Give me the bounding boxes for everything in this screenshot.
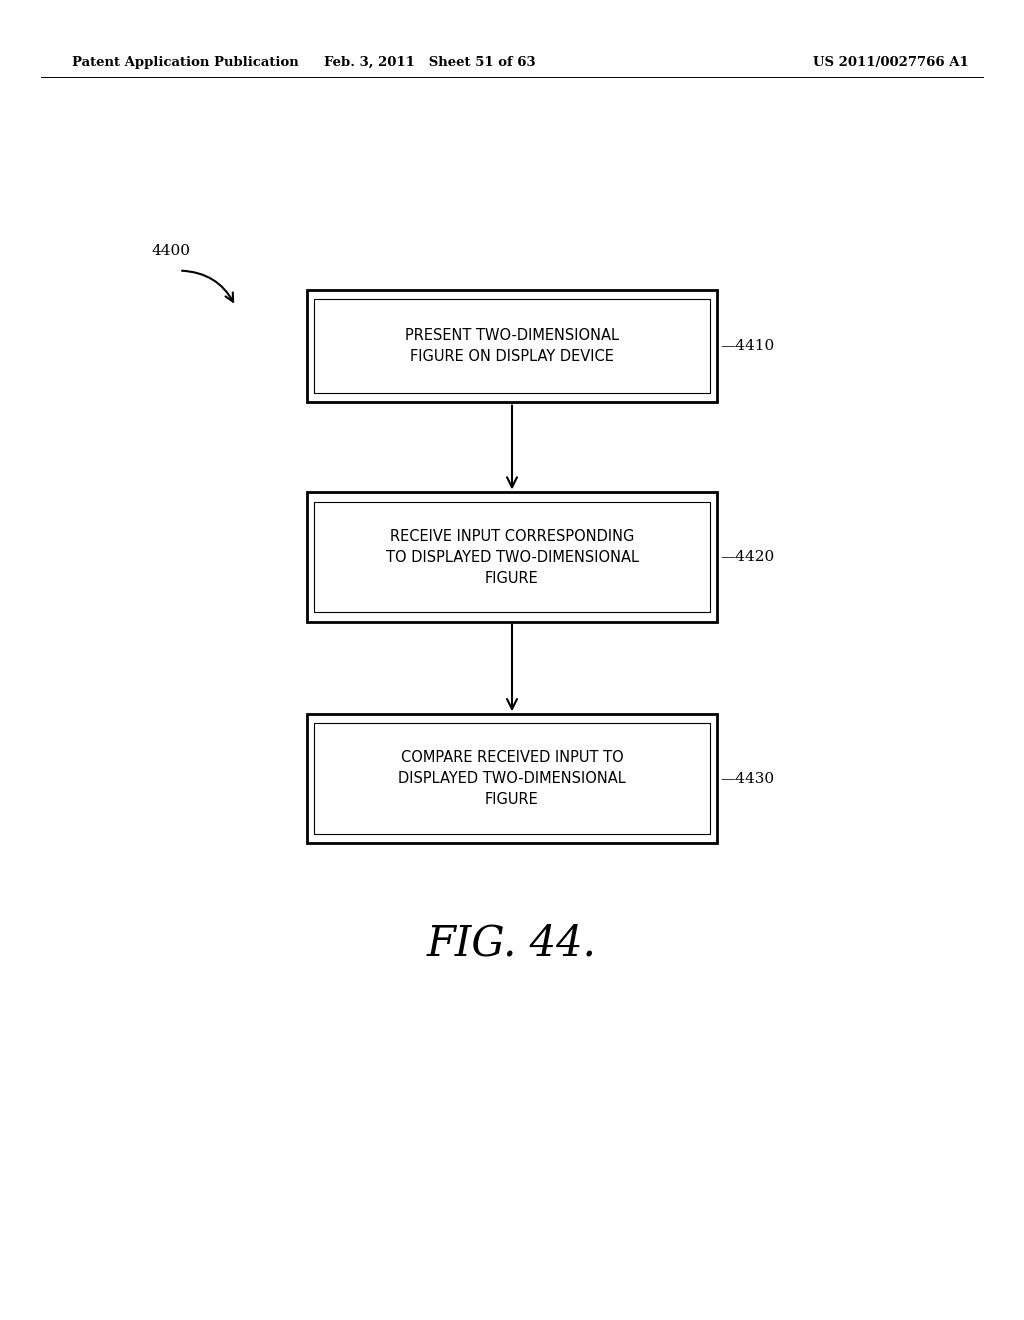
Bar — [314, 298, 710, 393]
Text: PRESENT TWO-DIMENSIONAL
FIGURE ON DISPLAY DEVICE: PRESENT TWO-DIMENSIONAL FIGURE ON DISPLA… — [406, 327, 618, 364]
Text: Feb. 3, 2011   Sheet 51 of 63: Feb. 3, 2011 Sheet 51 of 63 — [325, 55, 536, 69]
Text: US 2011/0027766 A1: US 2011/0027766 A1 — [813, 55, 969, 69]
Text: —4430: —4430 — [720, 772, 774, 785]
Bar — [307, 492, 717, 622]
Bar — [307, 290, 717, 401]
Text: FIG. 44.: FIG. 44. — [427, 923, 597, 965]
Bar — [314, 502, 710, 612]
Text: COMPARE RECEIVED INPUT TO
DISPLAYED TWO-DIMENSIONAL
FIGURE: COMPARE RECEIVED INPUT TO DISPLAYED TWO-… — [398, 750, 626, 808]
Text: Patent Application Publication: Patent Application Publication — [72, 55, 298, 69]
Bar — [314, 723, 710, 834]
Text: —4410: —4410 — [720, 339, 774, 352]
Text: RECEIVE INPUT CORRESPONDING
TO DISPLAYED TWO-DIMENSIONAL
FIGURE: RECEIVE INPUT CORRESPONDING TO DISPLAYED… — [385, 528, 639, 586]
Bar — [307, 714, 717, 843]
Text: —4420: —4420 — [720, 550, 774, 564]
Text: 4400: 4400 — [152, 244, 190, 257]
